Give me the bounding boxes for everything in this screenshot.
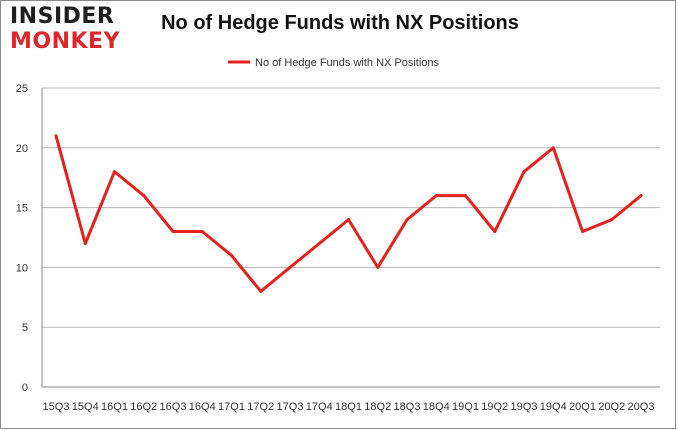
logo-line-1: INSIDER — [10, 4, 115, 29]
x-tick-label: 16Q2 — [130, 401, 157, 413]
x-tick-label: 17Q2 — [247, 401, 274, 413]
insider-monkey-logo: INSIDER MONKEY — [10, 6, 128, 56]
data-point — [581, 230, 584, 234]
series-layer — [54, 134, 643, 293]
y-tick-label: 20 — [16, 143, 28, 155]
data-point — [230, 253, 233, 257]
x-tick-label: 16Q3 — [160, 401, 187, 413]
data-point — [639, 194, 643, 198]
data-point — [551, 146, 555, 150]
x-tick-label: 20Q1 — [569, 401, 596, 413]
x-tick-label: 18Q3 — [394, 401, 421, 413]
x-tick-label: 20Q2 — [598, 401, 625, 413]
y-tick-label: 0 — [22, 382, 28, 394]
data-point — [317, 241, 321, 245]
x-tick-label: 16Q4 — [189, 401, 216, 413]
data-point — [405, 218, 409, 222]
x-tick-label: 17Q3 — [277, 401, 304, 413]
x-tick-label: 20Q3 — [628, 401, 655, 413]
data-point — [113, 170, 116, 174]
y-tick-label: 15 — [16, 203, 28, 215]
x-tick-label: 19Q3 — [511, 401, 538, 413]
data-point — [493, 230, 497, 234]
data-point — [376, 265, 380, 269]
series-line — [54, 134, 643, 293]
x-tick-label: 19Q4 — [540, 401, 567, 413]
x-tick-label: 17Q4 — [306, 401, 333, 413]
data-point — [171, 230, 175, 234]
y-axis: 0 5 10 15 20 25 — [16, 83, 43, 394]
data-point — [288, 265, 292, 269]
data-point — [142, 194, 146, 198]
data-point — [522, 170, 526, 174]
data-point — [83, 241, 87, 245]
data-point — [54, 134, 58, 138]
x-axis: 15Q3 15Q4 16Q1 16Q2 16Q3 16Q4 17Q1 17Q2 17Q3 17Q4… — [42, 386, 660, 413]
x-tick-label: 18Q1 — [335, 401, 362, 413]
x-tick-label: 19Q1 — [452, 401, 479, 413]
y-tick-label: 25 — [16, 83, 28, 95]
x-tick-label: 18Q2 — [364, 401, 391, 413]
x-tick-label: 15Q3 — [43, 401, 70, 413]
data-point — [259, 289, 263, 293]
logo-line-2: MONKEY — [10, 29, 121, 54]
data-point — [200, 230, 204, 234]
legend: No of Hedge Funds with NX Positions — [228, 57, 440, 69]
x-tick-label: 18Q4 — [423, 401, 450, 413]
x-tick-label: 19Q2 — [481, 401, 508, 413]
y-tick-label: 10 — [16, 262, 28, 274]
data-point — [464, 194, 467, 198]
data-point — [347, 218, 350, 222]
x-tick-label: 17Q1 — [218, 401, 245, 413]
legend-label: No of Hedge Funds with NX Positions — [255, 57, 440, 69]
x-tick-label: 16Q1 — [101, 401, 128, 413]
x-tick-label: 15Q4 — [72, 401, 99, 413]
y-tick-label: 5 — [22, 322, 28, 334]
chart-title: No of Hedge Funds with NX Positions — [161, 12, 519, 34]
data-point — [434, 194, 438, 198]
data-point — [610, 218, 614, 222]
gridlines — [42, 87, 660, 328]
